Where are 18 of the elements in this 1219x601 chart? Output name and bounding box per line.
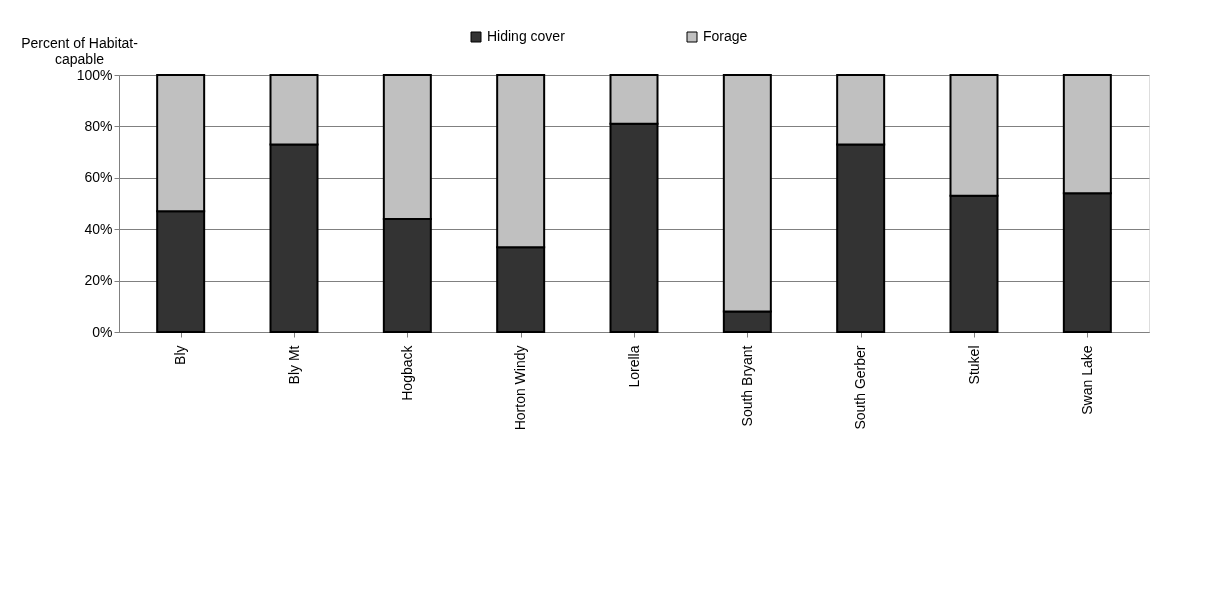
y-axis-title: Percent of Habitat-capable bbox=[21, 34, 139, 67]
x-tick-label: Bly Mt bbox=[285, 345, 302, 385]
x-tick-label: Hogback bbox=[398, 344, 415, 401]
x-tick-label: South Bryant bbox=[738, 345, 755, 427]
x-tick-label: Lorella bbox=[625, 345, 642, 388]
x-tick-label: South Gerber bbox=[852, 345, 869, 430]
legend-label: Hiding cover bbox=[487, 28, 566, 44]
y-tick-label: 60% bbox=[84, 169, 113, 186]
x-tick-label: Swan Lake bbox=[1078, 345, 1095, 415]
y-tick-label: 20% bbox=[84, 272, 113, 289]
y-tick-label: 80% bbox=[84, 117, 113, 134]
y-tick-label: 40% bbox=[84, 220, 113, 237]
y-tick-label: 100% bbox=[76, 66, 113, 83]
x-tick-label: Stukel bbox=[965, 345, 982, 385]
legend-label: Forage bbox=[703, 28, 748, 44]
x-tick-label: Horton Windy bbox=[512, 345, 529, 431]
y-tick-label: 0% bbox=[92, 323, 113, 340]
x-tick-label: Bly bbox=[172, 345, 189, 365]
